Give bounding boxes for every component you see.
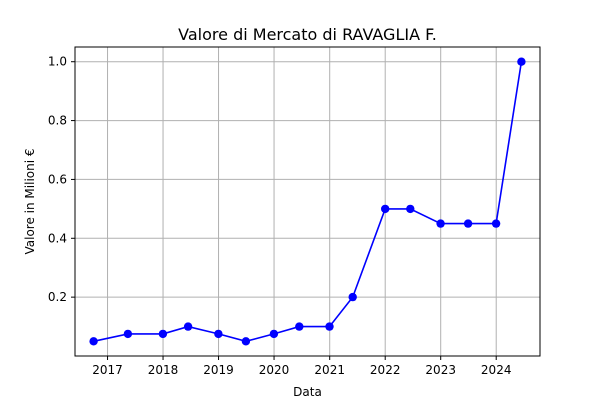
x-tick-label: 2018 — [148, 363, 179, 377]
data-point — [89, 337, 98, 346]
y-tick-label: 1.0 — [48, 55, 67, 69]
y-tick-label: 0.4 — [48, 231, 67, 245]
x-tick-label: 2022 — [370, 363, 401, 377]
data-point — [463, 219, 473, 228]
data-point — [183, 322, 193, 331]
y-tick-label: 0.6 — [48, 172, 67, 186]
grid — [75, 47, 540, 356]
y-tick-label: 0.8 — [48, 114, 67, 128]
series-group — [89, 57, 526, 346]
y-tick-label: 0.2 — [48, 290, 67, 304]
x-tick-label: 2024 — [481, 363, 512, 377]
data-point — [436, 219, 445, 228]
y-axis-label: Valore in Milioni € — [23, 148, 37, 254]
x-tick-label: 2019 — [203, 363, 234, 377]
x-tick-label: 2023 — [425, 363, 456, 377]
data-point — [491, 219, 501, 228]
data-point — [214, 329, 223, 339]
x-tick-label: 2021 — [314, 363, 345, 377]
data-point — [269, 329, 279, 339]
chart-title: Valore di Mercato di RAVAGLIA F. — [178, 25, 437, 44]
data-point — [325, 322, 334, 331]
x-tick-label: 2020 — [259, 363, 290, 377]
series-line — [93, 61, 523, 343]
data-point — [517, 57, 526, 66]
plot-frame — [74, 46, 541, 357]
data-point — [158, 329, 168, 339]
ticks: 2017 2018 2019 2020 2021 2022 2023 2024 0.2 0.4 0.… — [48, 55, 512, 377]
data-point — [295, 322, 304, 331]
data-point — [241, 337, 251, 346]
data-point — [123, 329, 133, 339]
x-tick-label: 2017 — [92, 363, 123, 377]
data-point — [348, 292, 357, 302]
data-point — [406, 204, 415, 214]
data-point — [381, 204, 390, 214]
x-axis-label: Data — [293, 385, 322, 399]
